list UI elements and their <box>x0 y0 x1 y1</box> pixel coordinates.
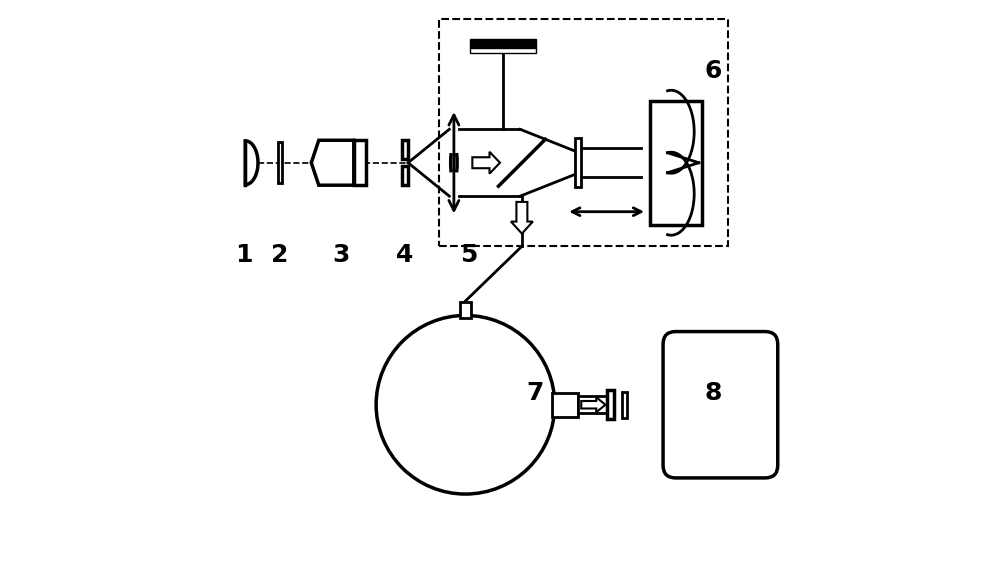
Circle shape <box>376 316 555 494</box>
FancyBboxPatch shape <box>663 332 778 478</box>
Bar <box>552 393 578 417</box>
Polygon shape <box>311 140 354 185</box>
Bar <box>402 140 408 159</box>
Polygon shape <box>472 152 500 174</box>
Polygon shape <box>581 397 605 412</box>
Bar <box>578 396 607 413</box>
Bar <box>278 142 282 184</box>
Bar <box>575 138 581 187</box>
Text: 3: 3 <box>333 243 350 267</box>
Bar <box>470 39 536 48</box>
Bar <box>439 19 728 246</box>
Polygon shape <box>354 140 366 185</box>
Polygon shape <box>511 202 533 233</box>
Bar <box>622 392 627 417</box>
Text: 6: 6 <box>705 58 722 83</box>
Text: 2: 2 <box>271 243 289 267</box>
Polygon shape <box>245 141 258 185</box>
Text: 7: 7 <box>526 381 543 405</box>
Text: 8: 8 <box>705 381 722 405</box>
Text: 4: 4 <box>396 243 414 267</box>
Bar <box>650 101 702 225</box>
Text: 1: 1 <box>235 243 252 267</box>
Text: 5: 5 <box>460 243 477 267</box>
Bar <box>607 390 614 419</box>
Bar <box>470 48 536 53</box>
Bar <box>460 302 471 318</box>
Bar <box>402 167 408 185</box>
